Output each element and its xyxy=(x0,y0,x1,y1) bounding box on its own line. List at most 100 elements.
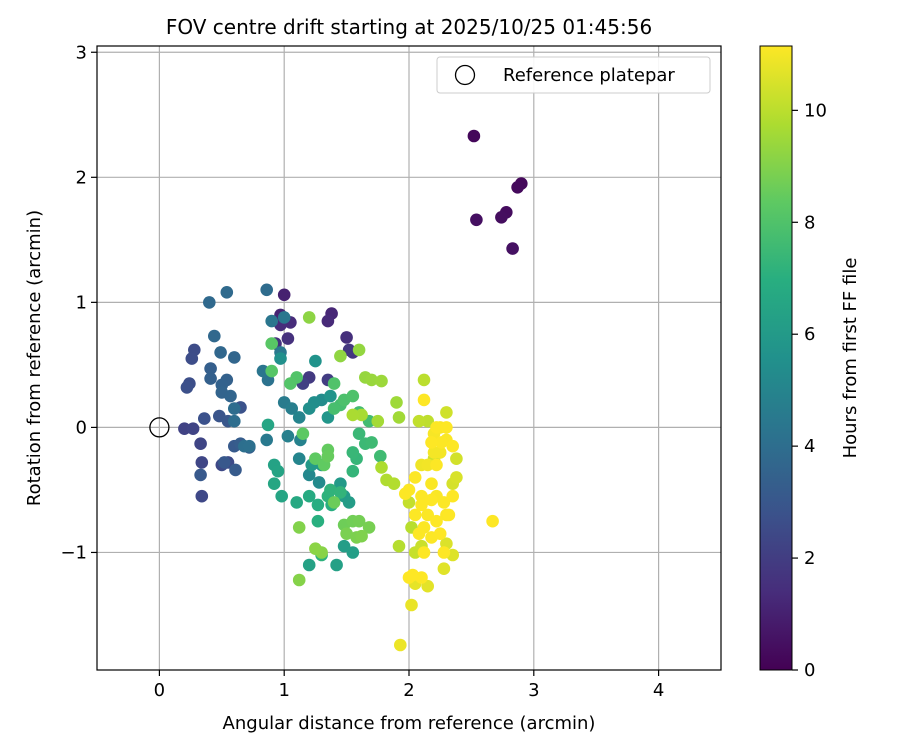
data-point xyxy=(342,496,356,509)
legend-label: Reference platepar xyxy=(503,65,675,86)
data-point xyxy=(327,377,341,390)
data-point xyxy=(256,364,270,378)
data-point xyxy=(186,422,200,436)
data-point xyxy=(203,296,216,309)
data-point xyxy=(281,429,295,443)
x-axis-label: Angular distance from reference (arcmin) xyxy=(223,713,596,734)
data-point xyxy=(309,354,322,368)
data-point xyxy=(267,477,281,491)
data-point xyxy=(342,343,356,357)
data-point xyxy=(421,458,435,472)
data-point xyxy=(390,396,403,409)
data-point xyxy=(425,477,438,491)
data-point xyxy=(470,213,483,227)
colorbar-tick-label: 2 xyxy=(804,548,815,569)
data-point xyxy=(425,493,438,507)
data-point xyxy=(285,402,299,415)
data-point xyxy=(284,377,297,390)
y-tick-label: 3 xyxy=(76,42,87,63)
colorbar-gradient xyxy=(759,45,793,671)
colorbar-tick-label: 4 xyxy=(804,436,815,457)
data-point xyxy=(433,446,447,459)
data-point xyxy=(437,496,451,509)
reference-point xyxy=(149,417,170,438)
colorbar-ticks: 0 2 4 6 8 10 xyxy=(792,100,827,681)
data-point xyxy=(417,373,431,387)
data-point xyxy=(435,436,448,449)
data-point xyxy=(437,546,451,559)
data-point xyxy=(394,638,407,652)
data-point xyxy=(408,471,422,484)
colorbar-label: Hours from first FF file xyxy=(840,258,861,459)
data-point xyxy=(495,211,508,224)
data-point xyxy=(346,446,360,459)
data-point xyxy=(265,314,279,328)
legend-reference-marker xyxy=(454,64,476,86)
data-point xyxy=(392,539,406,553)
data-point xyxy=(511,181,524,194)
data-point xyxy=(302,468,316,482)
data-point xyxy=(290,496,304,509)
data-point xyxy=(406,568,420,582)
data-point xyxy=(446,489,460,503)
legend: Reference platepar xyxy=(436,56,711,94)
colorbar: 0 2 4 6 8 10 Hours from first FF file xyxy=(759,45,861,681)
data-point xyxy=(228,351,241,364)
data-point xyxy=(340,527,353,540)
data-point xyxy=(228,402,241,415)
data-point xyxy=(346,464,360,478)
data-point xyxy=(362,521,376,534)
data-point xyxy=(446,439,460,453)
colorbar-tick-label: 0 xyxy=(804,660,815,681)
data-point xyxy=(430,514,443,528)
data-point xyxy=(185,352,199,365)
data-point xyxy=(440,421,453,434)
y-axis-label: Rotation from reference (arcmin) xyxy=(24,210,45,506)
y-axis: −1 0 1 2 3 xyxy=(60,42,97,563)
data-point xyxy=(327,496,341,509)
data-point xyxy=(224,389,237,403)
data-point xyxy=(275,489,289,503)
data-point xyxy=(415,498,428,512)
data-point xyxy=(355,408,368,422)
data-point xyxy=(506,242,519,255)
data-point xyxy=(260,283,274,297)
data-point xyxy=(440,406,453,419)
data-point xyxy=(412,527,426,540)
data-point xyxy=(274,352,287,365)
data-point xyxy=(195,456,209,469)
data-point xyxy=(375,374,388,388)
data-point xyxy=(302,311,316,324)
data-point xyxy=(412,414,426,428)
data-point xyxy=(198,412,211,425)
data-point xyxy=(277,311,291,324)
data-point xyxy=(302,489,316,503)
data-point xyxy=(450,452,463,466)
data-point xyxy=(352,343,366,357)
data-point xyxy=(265,364,279,378)
data-point xyxy=(281,332,295,345)
data-point xyxy=(450,471,463,484)
data-point xyxy=(346,546,360,559)
data-point xyxy=(228,414,241,428)
data-point xyxy=(309,542,322,555)
data-point xyxy=(371,414,385,428)
data-point xyxy=(302,402,316,415)
data-point xyxy=(421,579,435,593)
y-tick-label: 2 xyxy=(76,167,87,188)
y-tick-label: 1 xyxy=(76,292,87,313)
data-point xyxy=(260,433,274,447)
data-point xyxy=(352,427,366,441)
data-point xyxy=(292,573,306,587)
data-point xyxy=(392,411,406,424)
data-point xyxy=(399,487,412,501)
data-point xyxy=(311,498,325,512)
data-point xyxy=(292,411,306,424)
data-point xyxy=(417,393,431,407)
data-point xyxy=(467,129,481,143)
data-point xyxy=(346,408,360,422)
data-point xyxy=(355,529,368,543)
data-point xyxy=(292,452,306,466)
data-point xyxy=(243,439,256,453)
